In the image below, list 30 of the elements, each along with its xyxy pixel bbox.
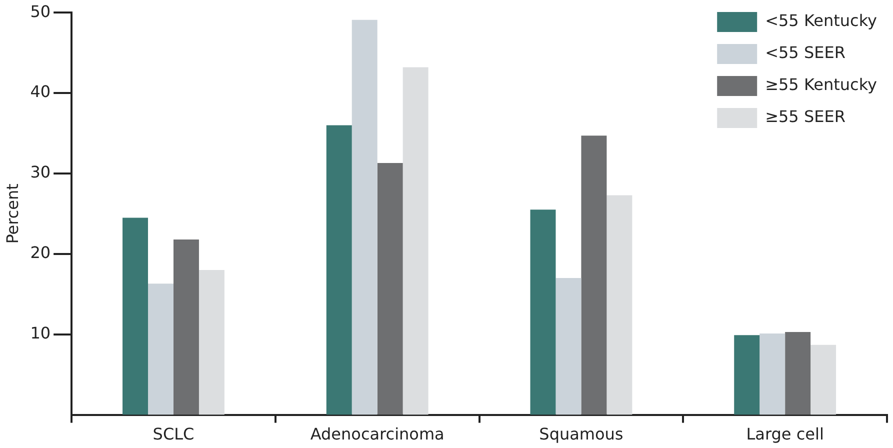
y-axis-title: Percent bbox=[2, 184, 22, 244]
bar bbox=[148, 284, 174, 415]
y-tick-label: 30 bbox=[30, 162, 51, 182]
y-tick-label: 40 bbox=[30, 82, 51, 102]
bar bbox=[760, 334, 786, 415]
bar bbox=[122, 218, 148, 415]
bar bbox=[556, 278, 582, 415]
legend-label: ≥55 Kentucky bbox=[765, 75, 877, 94]
bar bbox=[173, 239, 199, 415]
bar bbox=[810, 344, 836, 415]
bar bbox=[581, 136, 607, 415]
legend-label: <55 SEER bbox=[765, 43, 846, 62]
x-tick-label: Squamous bbox=[539, 424, 624, 444]
legend-label: ≥55 SEER bbox=[765, 107, 846, 126]
x-tick-label: Adenocarcinoma bbox=[310, 424, 444, 444]
y-tick-label: 20 bbox=[30, 243, 51, 262]
y-tick-label: 50 bbox=[30, 2, 51, 21]
bar bbox=[402, 67, 428, 415]
x-tick-label: Large cell bbox=[746, 424, 824, 444]
bar bbox=[734, 335, 760, 415]
bar bbox=[326, 125, 352, 415]
bar bbox=[377, 163, 403, 415]
bar bbox=[606, 195, 632, 415]
bar bbox=[198, 270, 224, 415]
bar bbox=[352, 20, 378, 415]
bar bbox=[785, 332, 811, 415]
bar bbox=[530, 210, 556, 415]
legend-label: <55 Kentucky bbox=[765, 11, 877, 30]
y-tick-label: 10 bbox=[30, 324, 51, 343]
x-tick-label: SCLC bbox=[152, 424, 194, 444]
